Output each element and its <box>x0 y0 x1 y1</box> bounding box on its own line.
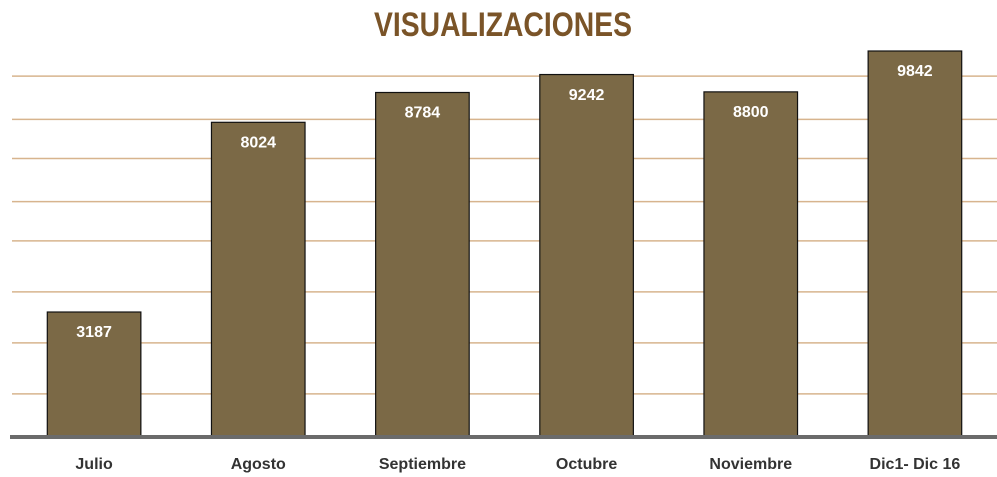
data-label: 9842 <box>897 63 933 80</box>
x-tick-label: Septiembre <box>379 456 466 473</box>
bar <box>210 121 306 438</box>
x-tick-label: Agosto <box>231 456 286 473</box>
data-label: 8784 <box>405 105 441 122</box>
bar <box>46 311 142 438</box>
bar <box>867 50 963 438</box>
x-tick-label: Julio <box>75 456 113 473</box>
data-label: 9242 <box>569 87 605 104</box>
data-label: 8800 <box>733 104 769 121</box>
bar <box>375 91 470 438</box>
x-tick-label: Dic1- Dic 16 <box>870 456 961 473</box>
data-label: 3187 <box>76 324 112 341</box>
bar <box>703 91 799 438</box>
data-label: 8024 <box>240 135 276 152</box>
chart-title: VISUALIZACIONES <box>374 6 632 44</box>
x-tick-label: Octubre <box>556 456 617 473</box>
bar <box>539 73 634 438</box>
x-tick-label: Noviembre <box>709 456 792 473</box>
